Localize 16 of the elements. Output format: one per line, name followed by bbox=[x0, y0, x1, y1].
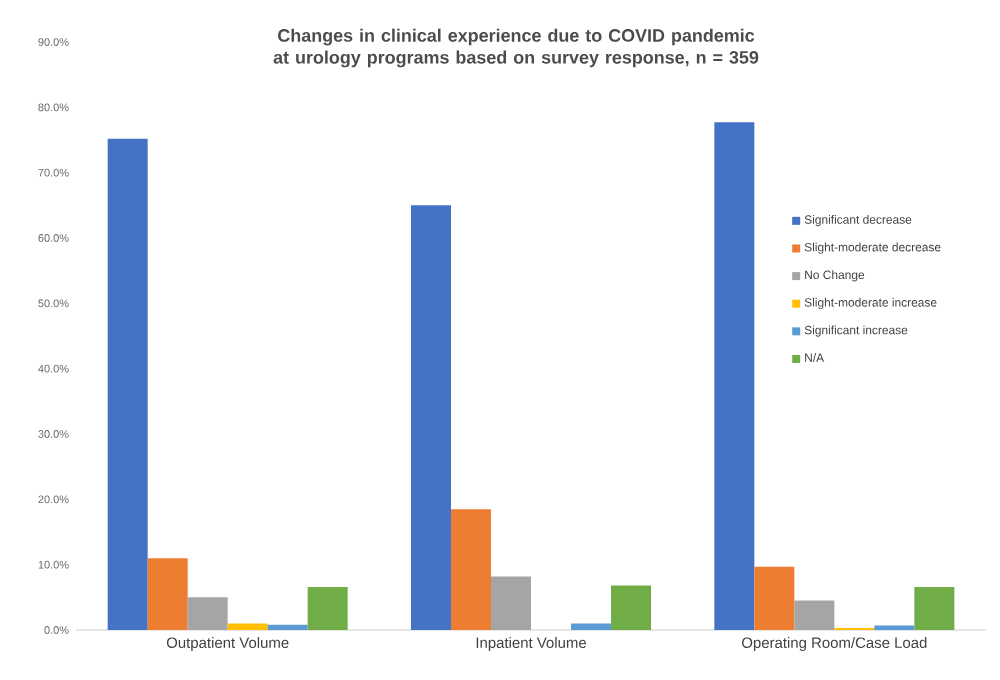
bar bbox=[267, 624, 308, 630]
bar bbox=[754, 566, 795, 630]
bar bbox=[411, 205, 452, 630]
bar bbox=[914, 586, 955, 630]
bar bbox=[794, 600, 835, 630]
bar bbox=[611, 585, 652, 630]
bar bbox=[107, 138, 148, 630]
bar bbox=[451, 509, 492, 630]
bar bbox=[147, 558, 188, 630]
bar bbox=[227, 623, 268, 630]
bar bbox=[307, 586, 348, 630]
bar bbox=[491, 576, 532, 630]
bar bbox=[187, 597, 228, 630]
bar bbox=[571, 623, 612, 630]
chart-title: Changes in clinical experience due to COVID pandemic at urology programs based on survey response, n = 359 bbox=[273, 28, 759, 68]
bar bbox=[714, 122, 755, 630]
